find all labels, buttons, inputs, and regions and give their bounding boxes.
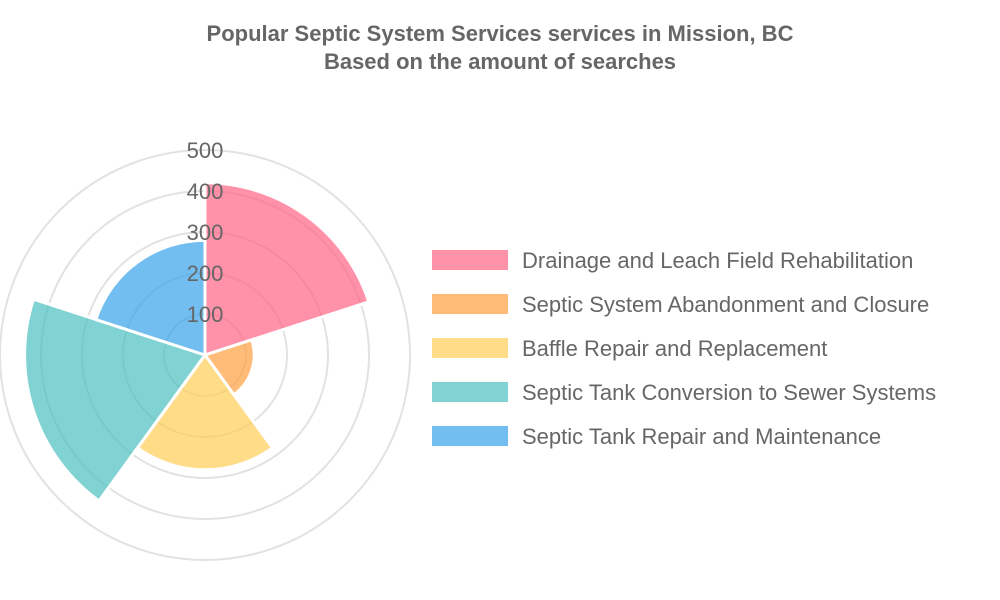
slice-2	[202, 337, 256, 397]
legend-swatch-1	[432, 250, 508, 270]
chart-title-block: Popular Septic System Services services …	[0, 20, 1000, 76]
tick-label-500: 500	[187, 138, 224, 163]
tick-label-200: 200	[187, 261, 224, 286]
legend-label-4: Septic Tank Conversion to Sewer Systems	[522, 380, 936, 405]
legend-label-1: Drainage and Leach Field Rehabilitation	[522, 248, 913, 273]
slice-1	[203, 181, 371, 358]
tick-label-300: 300	[187, 220, 224, 245]
slices	[23, 181, 371, 504]
slice-4	[23, 297, 208, 504]
legend: Drainage and Leach Field Rehabilitation S…	[432, 248, 936, 449]
legend-label-5: Septic Tank Repair and Maintenance	[522, 424, 881, 449]
legend-label-2: Septic System Abandonment and Closure	[522, 292, 929, 317]
chart-subtitle: Based on the amount of searches	[323, 49, 677, 74]
legend-swatch-5	[432, 426, 508, 446]
tick-label-100: 100	[187, 302, 224, 327]
slice-5	[93, 238, 207, 358]
slice-3	[135, 352, 275, 472]
legend-swatch-2	[432, 294, 508, 314]
chart-title: Popular Septic System Services services …	[206, 21, 794, 46]
tick-label-400: 400	[187, 179, 224, 204]
grid-ring-500	[0, 149, 411, 561]
legend-swatch-3	[432, 338, 508, 358]
radial-tick-labels: 100 200 300 400 500	[187, 138, 224, 327]
legend-label-3: Baffle Repair and Replacement	[522, 336, 827, 361]
legend-swatch-4	[432, 382, 508, 402]
